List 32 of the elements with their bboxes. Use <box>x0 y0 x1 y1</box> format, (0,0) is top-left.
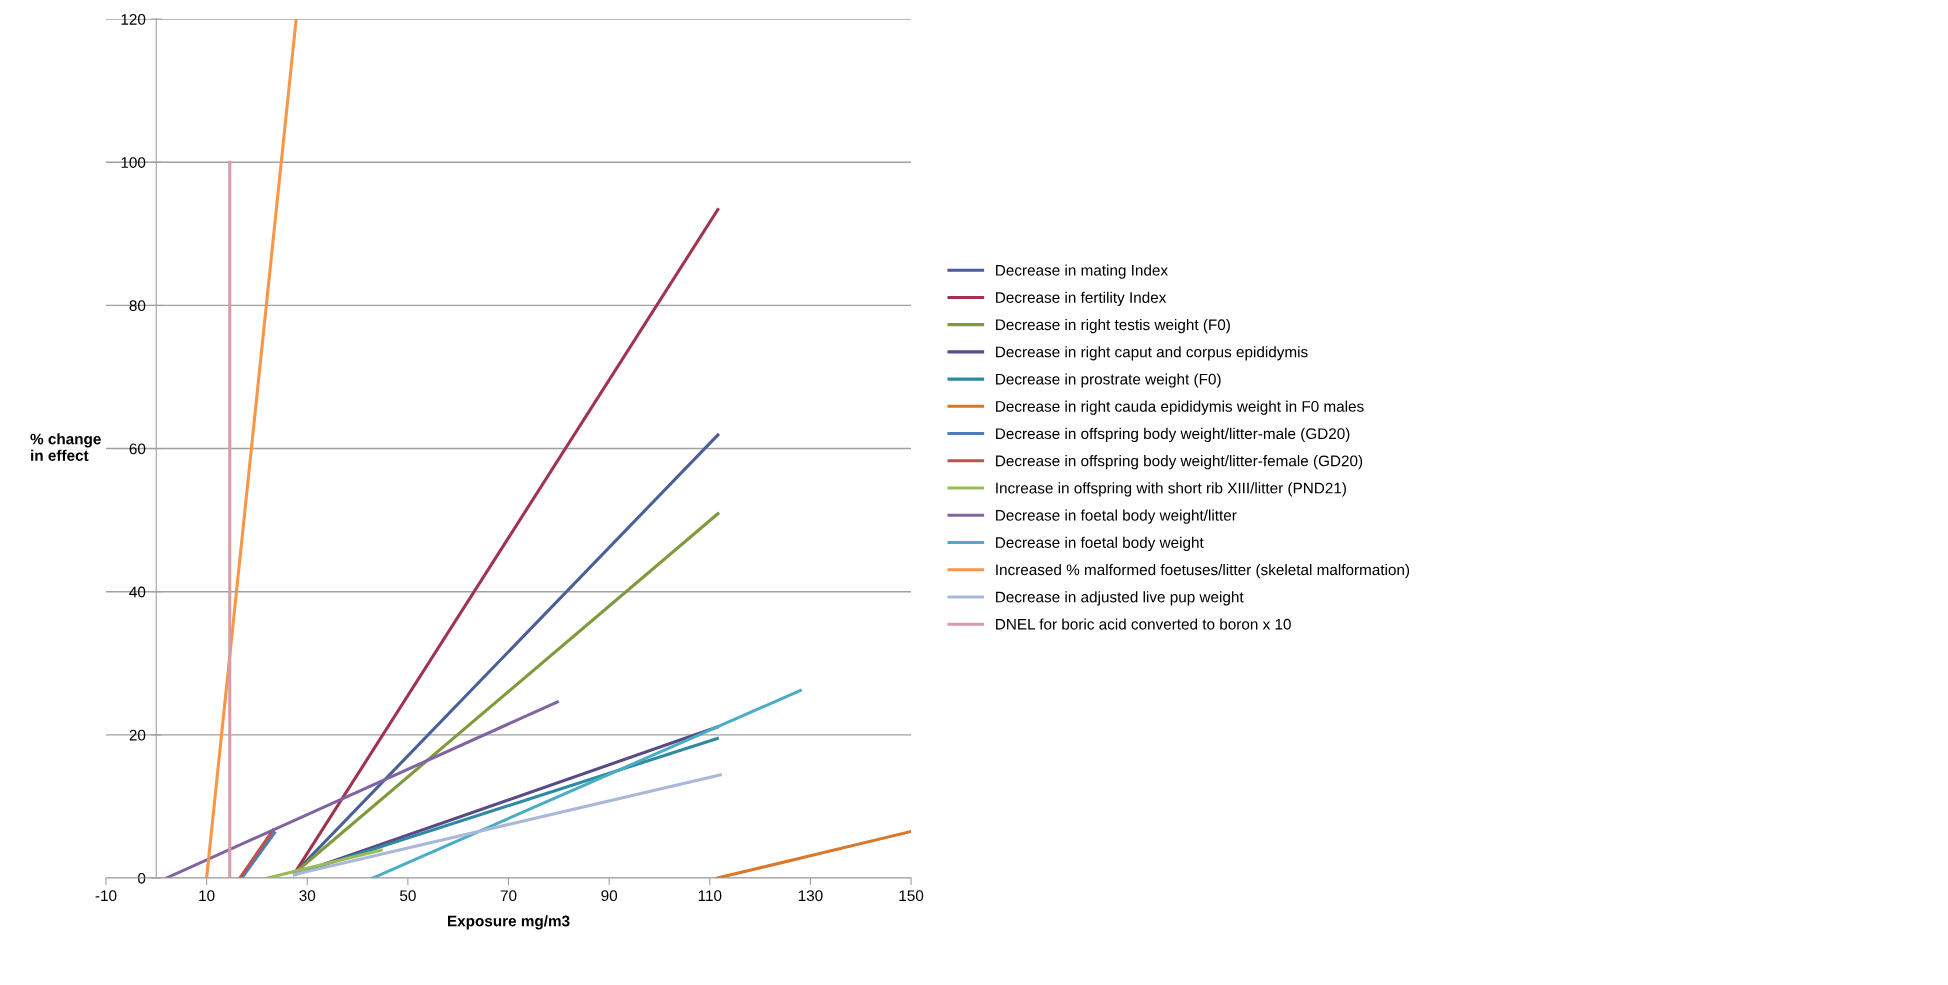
legend-label: Decrease in prostrate weight (F0) <box>996 373 1221 388</box>
legend-label: Decrease in adjusted live pup weight <box>996 591 1244 606</box>
x-axis-title: Exposure mg/m3 <box>447 915 570 930</box>
x-tick-label: -10 <box>95 890 117 902</box>
x-tick-label: 30 <box>299 890 316 902</box>
legend-label: Decrease in offspring body weight/litter-male (GD20) <box>996 427 1350 443</box>
x-tick-label: 150 <box>899 890 924 902</box>
legend-label: Decrease in mating Index <box>996 264 1168 279</box>
legend-label: Decrease in foetal body weight <box>996 536 1204 551</box>
y-tick-label: 20 <box>129 729 146 741</box>
y-axis-title: % change in effect <box>30 433 101 461</box>
x-tick-label: 50 <box>400 890 416 902</box>
y-tick-label: 40 <box>129 586 146 598</box>
y-tick-label: 100 <box>121 157 146 168</box>
legend-label: Increased % malformed foetuses/litter (skeletal malformation) <box>996 563 1410 579</box>
x-tick-label: 10 <box>199 890 215 902</box>
legend-label: Decrease in foetal body weight/litter <box>996 509 1237 524</box>
legend-label: Decrease in offspring body weight/litter-female (GD20) <box>996 455 1363 470</box>
legend-label: DNEL for boric acid converted to boron x 10 <box>996 618 1291 630</box>
legend-label: Decrease in right caput and corpus epididymis <box>996 346 1308 361</box>
y-tick-label: 60 <box>129 443 146 455</box>
y-tick-label: 0 <box>137 872 146 884</box>
legend-label: Decrease in right cauda epididymis weight in F0 males <box>996 400 1364 415</box>
legend-label: Decrease in fertility Index <box>996 291 1167 306</box>
y-tick-label: 80 <box>129 300 146 312</box>
y-tick-label: 120 <box>121 13 146 25</box>
x-tick-label: 70 <box>500 890 517 902</box>
legend-label: Increase in offspring with short rib XIII/litter (PND21) <box>996 482 1346 497</box>
x-tick-label: 90 <box>601 890 618 902</box>
x-tick-label: 110 <box>698 890 722 902</box>
x-tick-label: 130 <box>798 890 823 902</box>
legend-label: Decrease in right testis weight (F0) <box>996 318 1230 334</box>
